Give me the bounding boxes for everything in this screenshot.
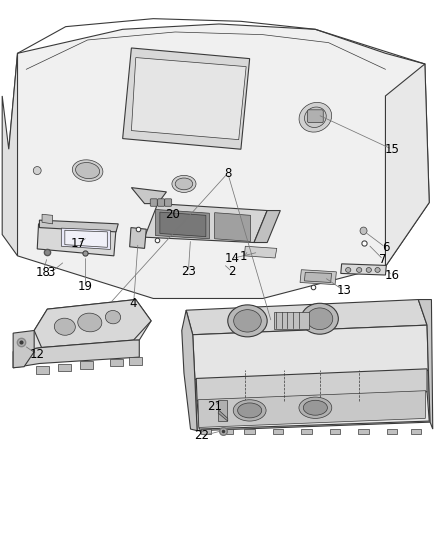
Polygon shape	[218, 410, 228, 421]
Polygon shape	[65, 230, 107, 247]
Text: 2: 2	[228, 265, 236, 278]
Ellipse shape	[78, 313, 102, 332]
Ellipse shape	[366, 268, 371, 272]
FancyBboxPatch shape	[387, 429, 397, 434]
Ellipse shape	[307, 308, 333, 329]
Text: 6: 6	[381, 241, 389, 254]
Polygon shape	[197, 392, 429, 429]
Ellipse shape	[301, 303, 338, 334]
Text: 20: 20	[166, 208, 180, 221]
Polygon shape	[145, 204, 267, 243]
Polygon shape	[304, 272, 332, 282]
Ellipse shape	[175, 178, 193, 190]
Polygon shape	[34, 300, 151, 348]
FancyBboxPatch shape	[110, 359, 123, 366]
Polygon shape	[37, 224, 116, 256]
Polygon shape	[341, 264, 386, 275]
Ellipse shape	[299, 102, 332, 132]
Text: 14: 14	[225, 252, 240, 265]
Text: 18: 18	[35, 266, 50, 279]
Ellipse shape	[303, 400, 328, 415]
Polygon shape	[61, 228, 110, 249]
Polygon shape	[215, 213, 251, 241]
Ellipse shape	[346, 268, 351, 272]
FancyBboxPatch shape	[58, 364, 71, 371]
Polygon shape	[131, 58, 246, 140]
FancyBboxPatch shape	[273, 429, 283, 434]
Polygon shape	[195, 370, 430, 431]
FancyBboxPatch shape	[274, 312, 309, 329]
Polygon shape	[182, 310, 197, 431]
FancyBboxPatch shape	[244, 429, 255, 434]
FancyBboxPatch shape	[358, 429, 369, 434]
Text: 7: 7	[379, 253, 387, 266]
FancyBboxPatch shape	[158, 199, 165, 206]
Ellipse shape	[375, 268, 380, 272]
Polygon shape	[193, 325, 428, 379]
Ellipse shape	[106, 310, 120, 324]
Polygon shape	[2, 53, 18, 256]
FancyBboxPatch shape	[129, 357, 142, 365]
Polygon shape	[13, 300, 151, 352]
Polygon shape	[39, 220, 118, 232]
Text: 15: 15	[385, 143, 399, 156]
Text: 23: 23	[181, 265, 196, 278]
Ellipse shape	[72, 160, 103, 181]
Polygon shape	[186, 300, 427, 335]
FancyBboxPatch shape	[201, 429, 211, 434]
Polygon shape	[196, 369, 427, 401]
Polygon shape	[130, 228, 146, 248]
FancyBboxPatch shape	[36, 366, 49, 374]
FancyBboxPatch shape	[223, 429, 233, 434]
Polygon shape	[123, 48, 250, 149]
Ellipse shape	[233, 310, 261, 332]
Ellipse shape	[33, 166, 41, 175]
Text: 16: 16	[385, 269, 399, 282]
Polygon shape	[9, 24, 429, 298]
Text: 17: 17	[71, 237, 85, 250]
FancyBboxPatch shape	[165, 199, 172, 206]
Text: 3: 3	[47, 266, 54, 279]
Polygon shape	[13, 330, 34, 368]
Polygon shape	[42, 214, 53, 224]
Polygon shape	[418, 300, 433, 429]
FancyBboxPatch shape	[150, 199, 157, 206]
Ellipse shape	[299, 397, 332, 418]
Polygon shape	[244, 246, 277, 258]
Polygon shape	[300, 270, 336, 285]
FancyBboxPatch shape	[411, 429, 421, 434]
Text: 8: 8	[224, 167, 231, 180]
Polygon shape	[13, 340, 139, 368]
Polygon shape	[198, 391, 426, 427]
Text: 19: 19	[78, 280, 93, 293]
Ellipse shape	[360, 227, 367, 235]
Ellipse shape	[233, 400, 266, 421]
Ellipse shape	[357, 268, 362, 272]
Text: 4: 4	[130, 297, 138, 310]
FancyBboxPatch shape	[80, 361, 93, 369]
Polygon shape	[254, 211, 280, 243]
Ellipse shape	[237, 403, 261, 418]
Text: 21: 21	[207, 400, 222, 413]
Polygon shape	[160, 212, 206, 237]
FancyBboxPatch shape	[301, 429, 312, 434]
Polygon shape	[385, 64, 429, 266]
Ellipse shape	[76, 163, 99, 179]
FancyBboxPatch shape	[330, 429, 340, 434]
Polygon shape	[218, 400, 227, 421]
Text: 1: 1	[239, 251, 247, 263]
Text: 12: 12	[30, 348, 45, 361]
Text: 22: 22	[194, 430, 209, 442]
Ellipse shape	[228, 305, 267, 337]
Polygon shape	[131, 188, 166, 204]
Text: 13: 13	[336, 284, 351, 297]
Polygon shape	[155, 209, 209, 239]
Ellipse shape	[304, 107, 326, 127]
Ellipse shape	[172, 175, 196, 192]
Ellipse shape	[54, 318, 75, 335]
FancyBboxPatch shape	[307, 110, 323, 123]
